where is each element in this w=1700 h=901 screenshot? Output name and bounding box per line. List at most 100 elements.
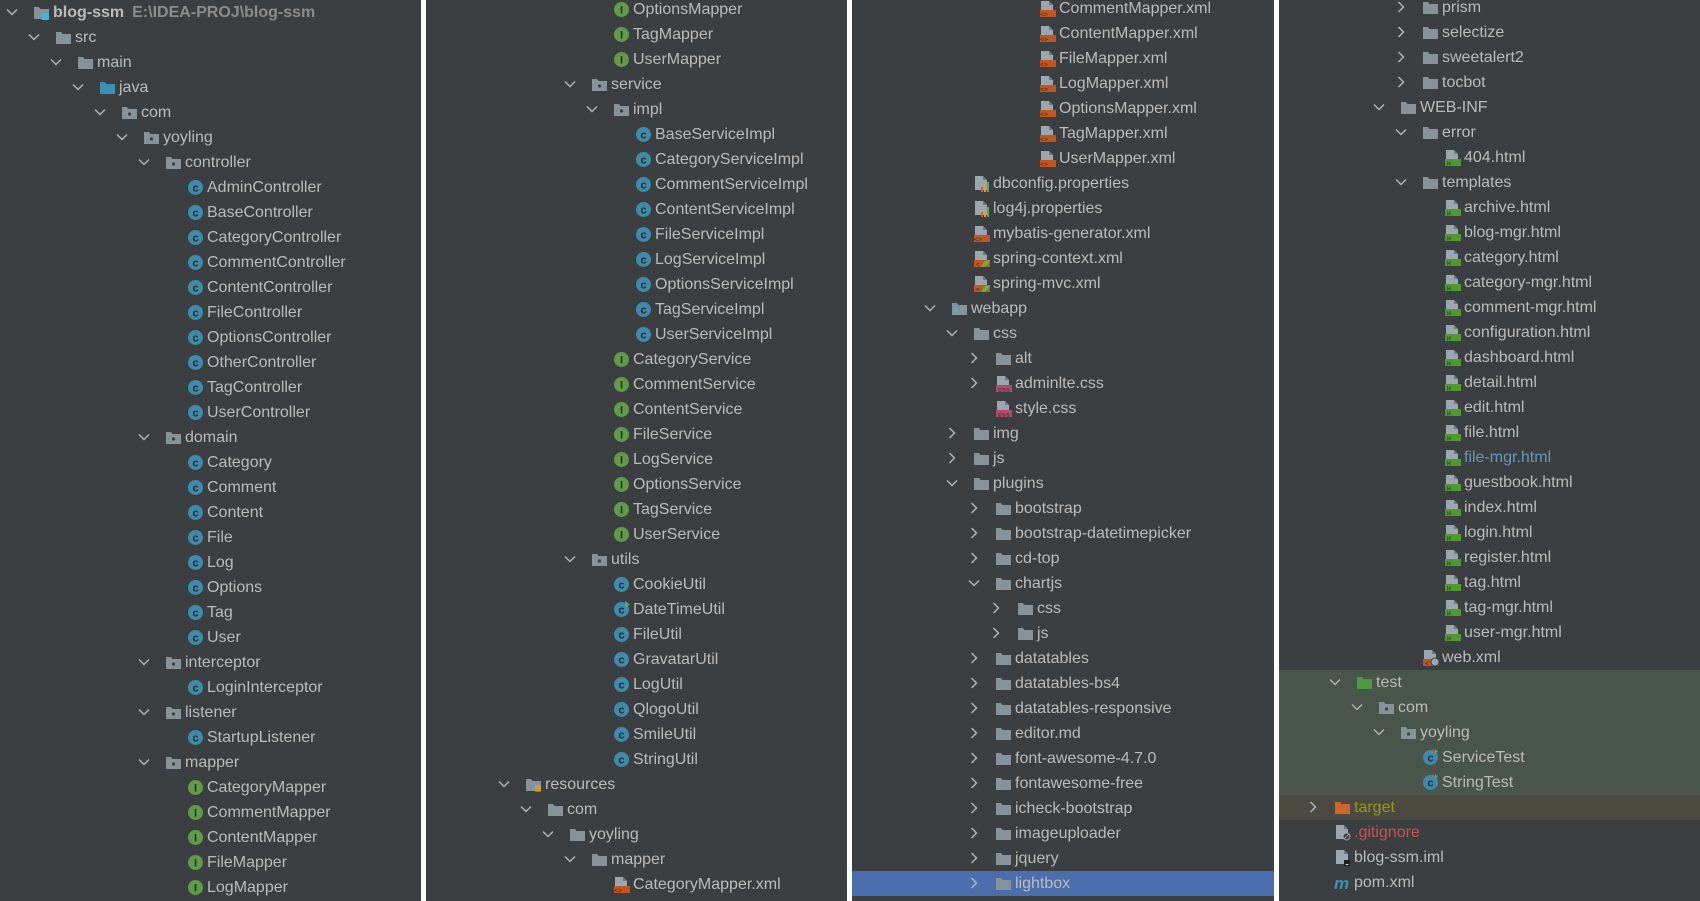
tree-row[interactable]: com — [1279, 695, 1700, 720]
tree-row[interactable]: I OptionsMapper — [426, 0, 847, 22]
chevron-down-icon[interactable] — [1372, 100, 1386, 114]
tree-row[interactable]: c Options — [0, 575, 421, 600]
tree-row[interactable]: I CommentService — [426, 372, 847, 397]
chevron-right-icon[interactable] — [967, 701, 981, 715]
tree-row[interactable]: domain — [0, 425, 421, 450]
tree-row[interactable]: datatables-bs4 — [852, 671, 1274, 696]
chevron-down-icon[interactable] — [71, 80, 85, 94]
tree-row[interactable]: c OtherController — [0, 350, 421, 375]
tree-row[interactable]: selectize — [1279, 20, 1700, 45]
chevron-down-icon[interactable] — [137, 155, 151, 169]
chevron-down-icon[interactable] — [27, 30, 41, 44]
chevron-down-icon[interactable] — [1372, 725, 1386, 739]
tree-row[interactable]: imageuploader — [852, 821, 1274, 846]
tree-row[interactable]: font-awesome-4.7.0 — [852, 746, 1274, 771]
tree-row[interactable]: listener — [0, 700, 421, 725]
tree-row[interactable]: c CookieUtil — [426, 572, 847, 597]
chevron-down-icon[interactable] — [115, 130, 129, 144]
tree-row[interactable]: editor.md — [852, 721, 1274, 746]
chevron-right-icon[interactable] — [967, 351, 981, 365]
tree-row[interactable]: I ContentService — [426, 397, 847, 422]
tree-row[interactable]: css — [852, 596, 1274, 621]
chevron-down-icon[interactable] — [137, 705, 151, 719]
tree-row[interactable]: c LoginInterceptor — [0, 675, 421, 700]
tree-row[interactable]: c ContentServiceImpl — [426, 197, 847, 222]
tree-row[interactable]: yoyling — [426, 822, 847, 847]
chevron-right-icon[interactable] — [1394, 25, 1408, 39]
tree-row[interactable]: c ServiceTest — [1279, 745, 1700, 770]
tree-row[interactable]: I CommentMapper — [0, 800, 421, 825]
tree-row[interactable]: cd-top — [852, 546, 1274, 571]
tree-row[interactable]: datatables — [852, 646, 1274, 671]
tree-row[interactable]: c Content — [0, 500, 421, 525]
chevron-down-icon[interactable] — [967, 576, 981, 590]
tree-row[interactable]: c OptionsServiceImpl — [426, 272, 847, 297]
tree-row[interactable]: c CategoryController — [0, 225, 421, 250]
chevron-down-icon[interactable] — [563, 77, 577, 91]
tree-row[interactable]: resources — [426, 772, 847, 797]
tree-row[interactable]: com — [426, 797, 847, 822]
tree-row[interactable]: alt — [852, 346, 1274, 371]
chevron-down-icon[interactable] — [137, 430, 151, 444]
tree-row[interactable]: yoyling — [0, 125, 421, 150]
chevron-down-icon[interactable] — [541, 827, 555, 841]
chevron-right-icon[interactable] — [989, 626, 1003, 640]
tree-row[interactable]: mapper — [0, 750, 421, 775]
chevron-down-icon[interactable] — [137, 655, 151, 669]
tree-row[interactable]: c Category — [0, 450, 421, 475]
tree-row[interactable]: c User — [0, 625, 421, 650]
tree-row[interactable]: src — [0, 25, 421, 50]
tree-row[interactable]: H 404.html — [1279, 145, 1700, 170]
tree-row[interactable]: js — [852, 621, 1274, 646]
tree-row[interactable]: css — [852, 321, 1274, 346]
chevron-down-icon[interactable] — [1394, 175, 1408, 189]
tree-row[interactable]: c ContentController — [0, 275, 421, 300]
tree-row[interactable]: img — [852, 421, 1274, 446]
chevron-right-icon[interactable] — [967, 801, 981, 815]
tree-row[interactable]: c StringUtil — [426, 747, 847, 772]
tree-row[interactable]: blog-ssm.iml — [1279, 845, 1700, 870]
tree-row[interactable]: c CategoryServiceImpl — [426, 147, 847, 172]
tree-row[interactable]: < spring-mvc.xml — [852, 271, 1274, 296]
tree-row[interactable]: I ContentMapper — [0, 825, 421, 850]
tree-row[interactable]: css adminlte.css — [852, 371, 1274, 396]
tree-row[interactable]: <> FileMapper.xml — [852, 46, 1274, 71]
tree-row[interactable]: plugins — [852, 471, 1274, 496]
chevron-right-icon[interactable] — [967, 751, 981, 765]
chevron-right-icon[interactable] — [945, 426, 959, 440]
tree-row[interactable]: datatables-responsive — [852, 696, 1274, 721]
chevron-down-icon[interactable] — [137, 755, 151, 769]
tree-row[interactable]: interceptor — [0, 650, 421, 675]
tree-row[interactable]: < web.xml — [1279, 645, 1700, 670]
tree-row[interactable]: c BaseServiceImpl — [426, 122, 847, 147]
tree-row[interactable]: I UserMapper — [426, 47, 847, 72]
tree-row[interactable]: chartjs — [852, 571, 1274, 596]
tree-row[interactable]: error — [1279, 120, 1700, 145]
chevron-down-icon[interactable] — [1394, 125, 1408, 139]
tree-row[interactable]: utils — [426, 547, 847, 572]
tree-row[interactable]: c BaseController — [0, 200, 421, 225]
chevron-right-icon[interactable] — [967, 726, 981, 740]
tree-row[interactable]: css style.css — [852, 396, 1274, 421]
tree-row[interactable]: <> LogMapper.xml — [852, 71, 1274, 96]
tree-row[interactable]: c UserServiceImpl — [426, 322, 847, 347]
tree-row[interactable]: I OptionsService — [426, 472, 847, 497]
tree-row[interactable]: <> OptionsMapper.xml — [852, 96, 1274, 121]
tree-row[interactable]: java — [0, 75, 421, 100]
tree-row[interactable]: blog-ssm E:\IDEA-PROJ\blog-ssm — [0, 0, 421, 25]
tree-row[interactable]: c Log — [0, 550, 421, 575]
tree-row[interactable]: c CommentController — [0, 250, 421, 275]
tree-row[interactable]: sweetalert2 — [1279, 45, 1700, 70]
tree-row[interactable]: tocbot — [1279, 70, 1700, 95]
tree-row[interactable]: c TagServiceImpl — [426, 297, 847, 322]
tree-row[interactable]: c FileServiceImpl — [426, 222, 847, 247]
chevron-right-icon[interactable] — [1394, 50, 1408, 64]
chevron-down-icon[interactable] — [585, 102, 599, 116]
